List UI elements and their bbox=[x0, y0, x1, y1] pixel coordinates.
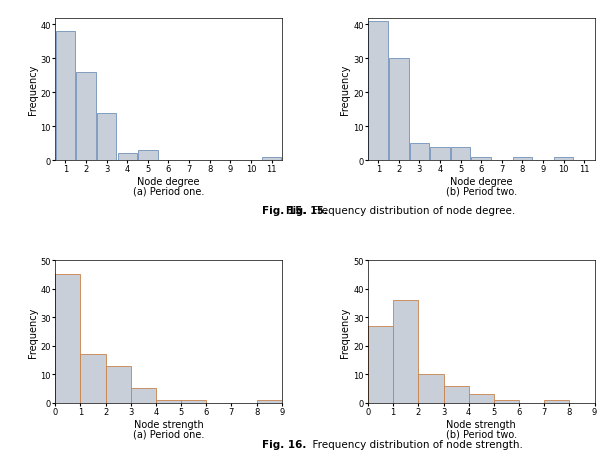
Bar bbox=[368, 22, 388, 161]
Text: Fig. 16.: Fig. 16. bbox=[262, 439, 306, 450]
Y-axis label: Frequency: Frequency bbox=[28, 64, 37, 115]
Bar bbox=[444, 386, 469, 403]
Bar bbox=[389, 59, 409, 161]
Text: Fig. 15.: Fig. 15. bbox=[286, 206, 327, 216]
Bar bbox=[181, 400, 206, 403]
Y-axis label: Frequency: Frequency bbox=[340, 64, 351, 115]
X-axis label: Node degree: Node degree bbox=[137, 177, 200, 187]
Bar bbox=[105, 366, 131, 403]
Bar bbox=[56, 32, 75, 161]
Bar bbox=[138, 150, 158, 161]
Text: Fig. 15.: Fig. 15. bbox=[262, 206, 306, 216]
Bar bbox=[156, 400, 181, 403]
Bar bbox=[418, 375, 444, 403]
Bar bbox=[97, 113, 116, 161]
Bar bbox=[368, 326, 393, 403]
Text: (a) Period one.: (a) Period one. bbox=[133, 186, 204, 196]
Bar bbox=[471, 157, 491, 161]
Bar bbox=[257, 400, 282, 403]
Bar bbox=[118, 154, 137, 161]
Text: Frequency distribution of node degree.: Frequency distribution of node degree. bbox=[306, 206, 516, 216]
Text: (a) Period one.: (a) Period one. bbox=[133, 428, 204, 438]
Y-axis label: Frequency: Frequency bbox=[340, 307, 351, 357]
Bar bbox=[494, 400, 519, 403]
Text: (b) Period two.: (b) Period two. bbox=[446, 186, 517, 196]
Bar bbox=[469, 394, 494, 403]
Y-axis label: Frequency: Frequency bbox=[28, 307, 37, 357]
Bar bbox=[262, 157, 281, 161]
Bar bbox=[512, 157, 532, 161]
X-axis label: Node strength: Node strength bbox=[134, 419, 204, 429]
X-axis label: Node strength: Node strength bbox=[446, 419, 516, 429]
Bar bbox=[55, 275, 80, 403]
Bar bbox=[544, 400, 569, 403]
Bar bbox=[430, 147, 450, 161]
Bar bbox=[554, 157, 574, 161]
Bar bbox=[76, 73, 96, 161]
X-axis label: Node degree: Node degree bbox=[450, 177, 512, 187]
Text: Fig. 15.  Frequency distribution of node degree.: Fig. 15. Frequency distribution of node … bbox=[191, 206, 422, 216]
Bar bbox=[80, 354, 105, 403]
Bar bbox=[451, 147, 470, 161]
Text: (b) Period two.: (b) Period two. bbox=[446, 428, 517, 438]
Text: Frequency distribution of node strength.: Frequency distribution of node strength. bbox=[306, 439, 524, 450]
Bar bbox=[393, 300, 418, 403]
Bar bbox=[409, 144, 429, 161]
Bar bbox=[131, 388, 156, 403]
